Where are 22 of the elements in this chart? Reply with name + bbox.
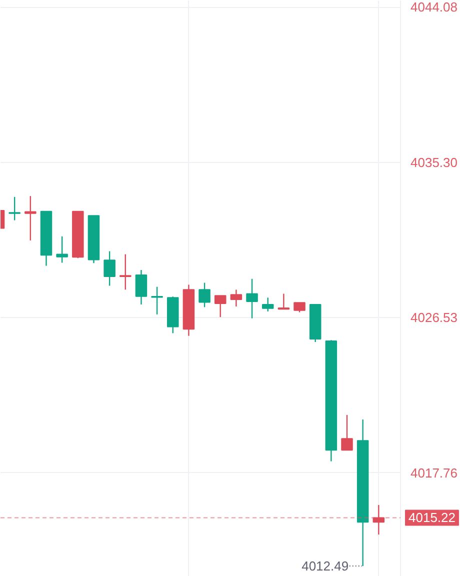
candlestick [214,295,226,318]
candlestick [8,196,20,221]
ref-line-label: 4015.22 [408,510,456,526]
candlestick [24,195,36,242]
candlestick [341,414,353,451]
candlestick [262,297,274,312]
y-tick-label: 4044.08 [410,0,458,15]
candlestick [372,504,385,536]
y-tick-label: 4017.76 [410,465,458,480]
candlestick [294,302,306,313]
candlestick [246,278,258,319]
candlestick [151,286,163,316]
candlestick [230,289,242,308]
candlestick [278,293,290,310]
annotation: 4012.49 [302,558,349,574]
candlestick [135,269,148,306]
candlestick [120,254,132,290]
y-tick-label: 4035.30 [410,154,458,170]
y-tick-label: 4026.53 [410,310,458,326]
candlestick [198,282,210,308]
candlestick [56,236,68,264]
candlestick [104,250,116,286]
